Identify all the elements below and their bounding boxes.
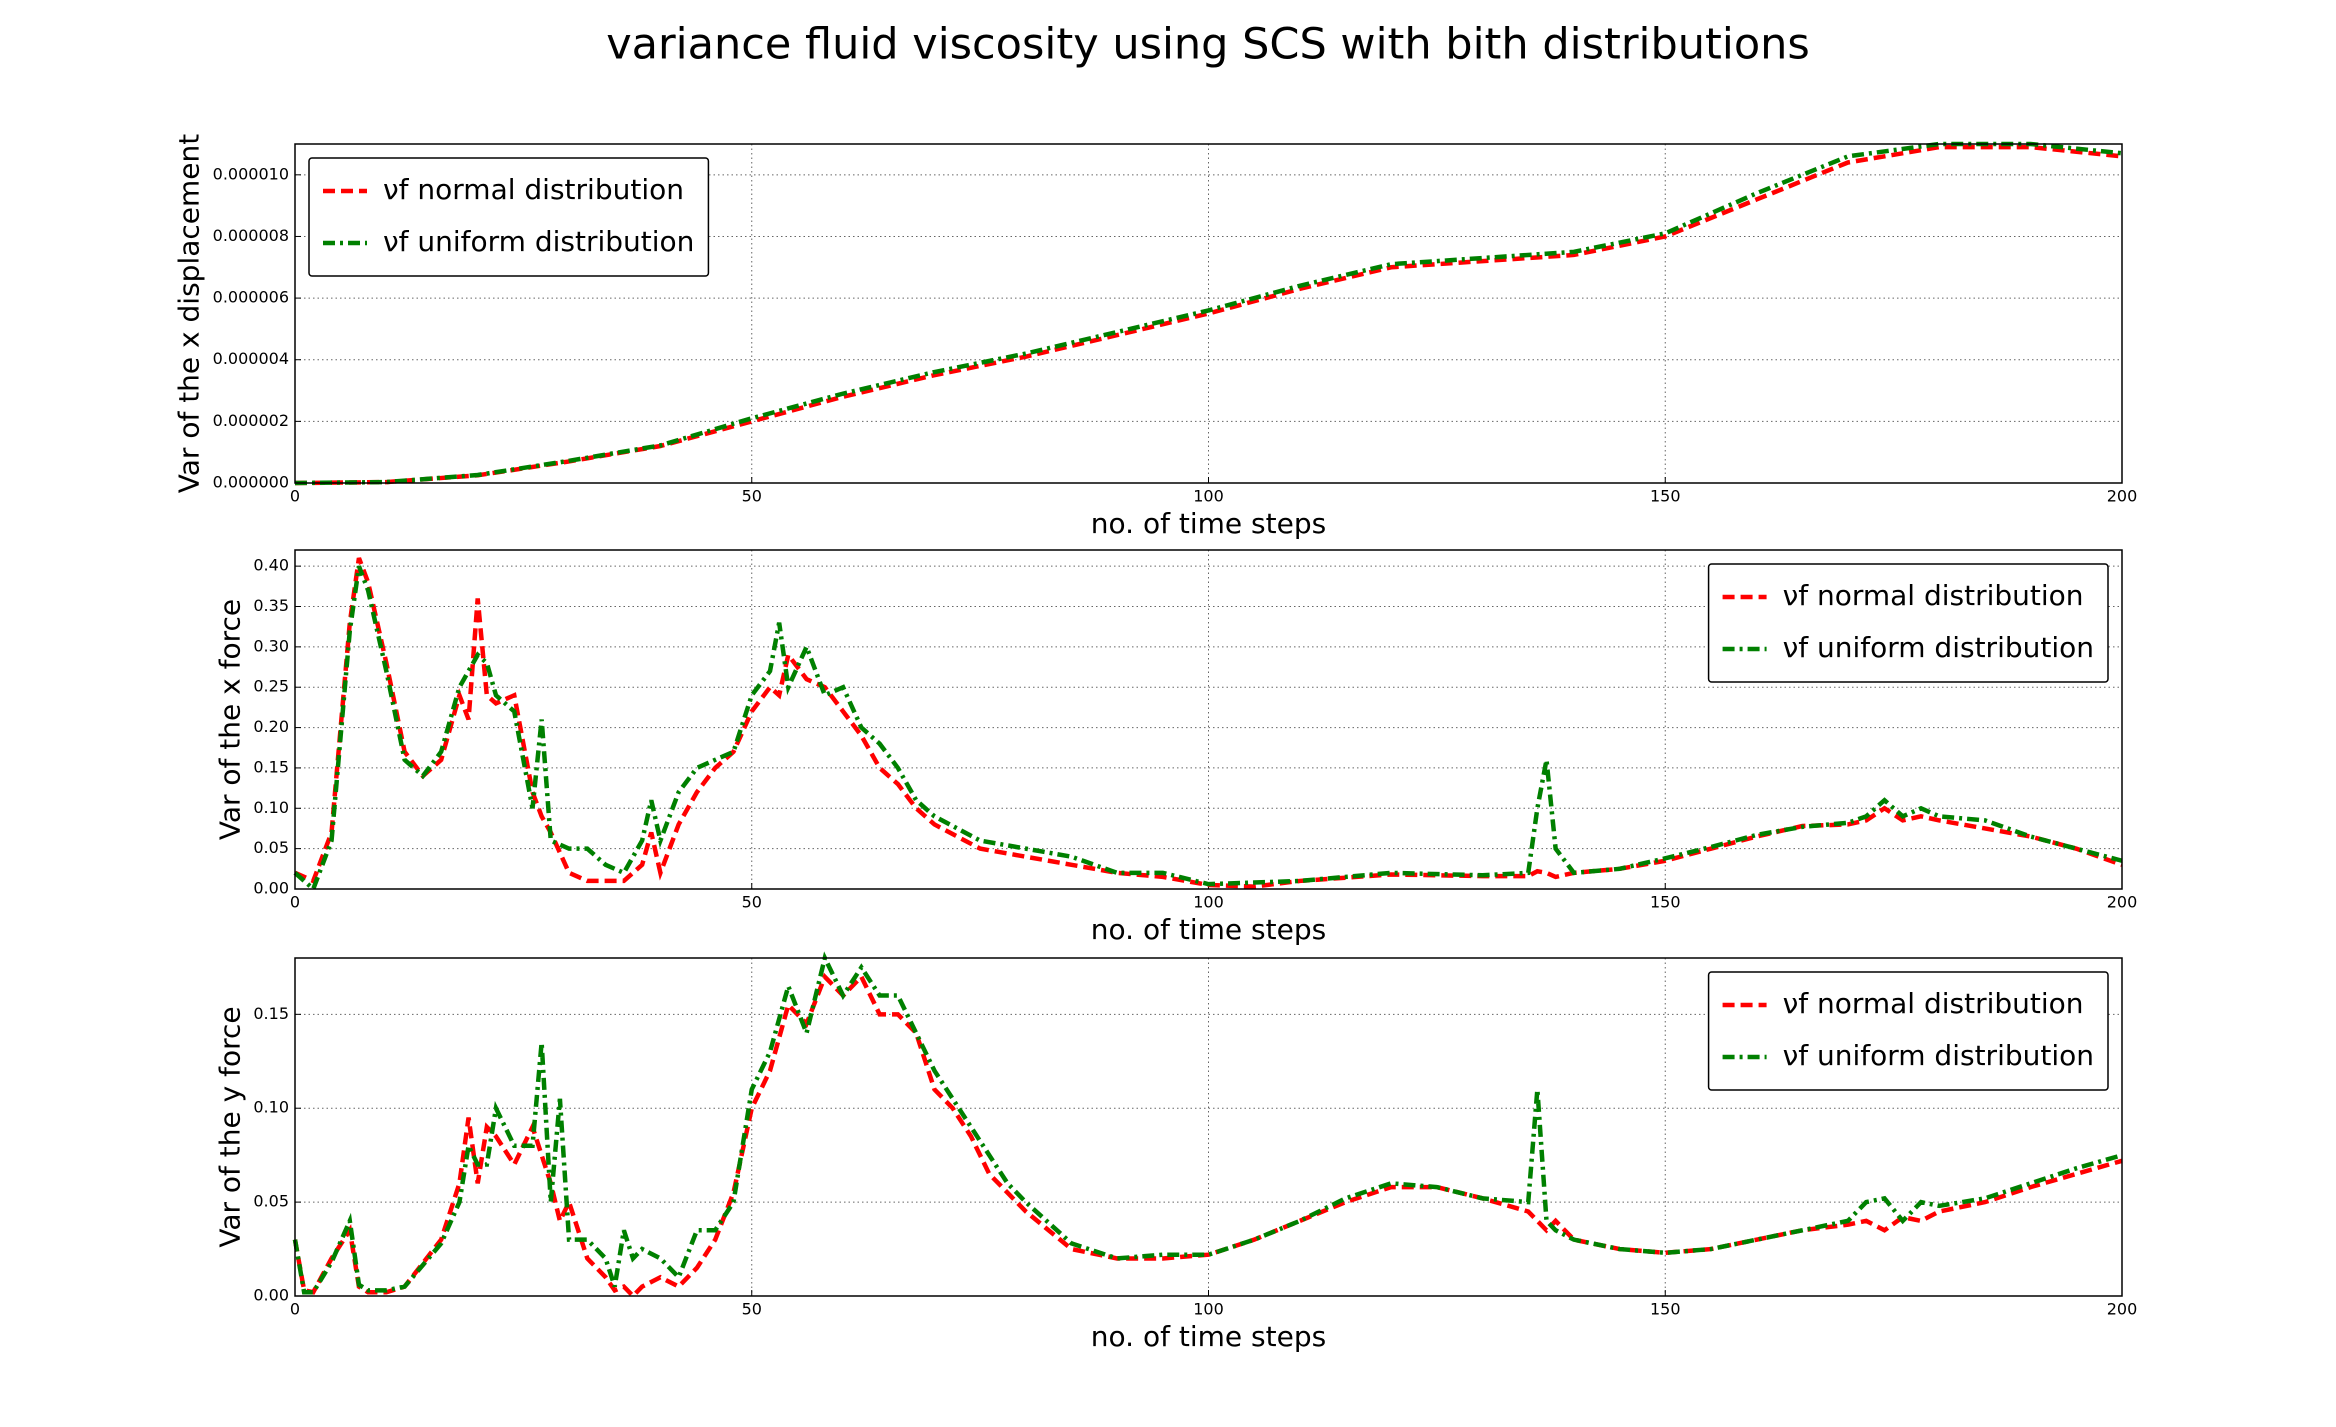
x-tick-label: 150 xyxy=(1650,487,1681,506)
y-tick-label: 0.000000 xyxy=(213,473,289,492)
legend: νf normal distribution νf uniform distrib… xyxy=(1707,971,2109,1091)
y-tick-label: 0.000010 xyxy=(213,164,289,183)
data-line xyxy=(293,565,2123,893)
legend: νf normal distribution νf uniform distrib… xyxy=(308,157,710,277)
y-tick-label: 0.05 xyxy=(253,838,289,857)
x-tick-label: 150 xyxy=(1650,1300,1681,1319)
y-tick-label: 0.00 xyxy=(253,1286,289,1305)
plot-frame xyxy=(294,549,2123,890)
plot-frame xyxy=(294,957,2123,1297)
data-line xyxy=(294,141,2123,486)
y-tick-label: 0.05 xyxy=(253,1192,289,1211)
y-tick-label: 0.15 xyxy=(253,1004,289,1023)
x-axis-label: no. of time steps xyxy=(1091,507,1326,540)
x-tick-label: 200 xyxy=(2107,487,2138,506)
y-tick-label: 0.000008 xyxy=(213,226,289,245)
x-tick-label: 50 xyxy=(742,1300,762,1319)
y-axis-label: Var of the x force xyxy=(213,599,246,840)
subplot: 0.000000 0.000002 0.000004 0.000006 0.000008… xyxy=(173,134,2138,540)
legend-box xyxy=(1707,563,2109,683)
legend-label: νf uniform distribution xyxy=(1783,631,2094,664)
legend-label: νf normal distribution xyxy=(1783,987,2084,1020)
x-axis-label: no. of time steps xyxy=(1091,1320,1326,1353)
legend-label: νf uniform distribution xyxy=(1783,1039,2094,1072)
x-tick-label: 0 xyxy=(290,893,300,912)
y-tick-label: 0.10 xyxy=(253,798,289,817)
y-tick-label: 0.25 xyxy=(253,677,289,696)
x-tick-label: 0 xyxy=(290,487,300,506)
y-axis-label: Var of the x displacement xyxy=(173,134,206,493)
y-tick-label: 0.000002 xyxy=(213,411,289,430)
y-tick-label: 0.35 xyxy=(253,596,289,615)
y-axis-label: Var of the y force xyxy=(213,1006,246,1247)
x-tick-label: 200 xyxy=(2107,1300,2138,1319)
legend-label: νf uniform distribution xyxy=(383,225,694,258)
y-tick-label: 0.20 xyxy=(253,717,289,736)
x-tick-label: 50 xyxy=(742,487,762,506)
subplot: 0.00 0.05 0.10 0.15 0 50 100 150 200 no. of time … xyxy=(213,951,2138,1353)
data-line xyxy=(294,557,2123,889)
legend-label: νf normal distribution xyxy=(1783,579,2084,612)
legend-box xyxy=(308,157,710,277)
y-tick-label: 0.000004 xyxy=(213,349,289,368)
x-tick-label: 50 xyxy=(742,893,762,912)
x-tick-label: 100 xyxy=(1193,487,1224,506)
y-tick-label: 0.000006 xyxy=(213,288,289,307)
legend-box xyxy=(1707,971,2109,1091)
y-tick-label: 0.30 xyxy=(253,636,289,655)
y-tick-label: 0.15 xyxy=(253,757,289,776)
x-axis-label: no. of time steps xyxy=(1091,913,1326,946)
y-tick-label: 0.00 xyxy=(253,879,289,898)
figure-title: variance fluid viscosity using SCS with … xyxy=(606,20,1810,70)
data-line xyxy=(292,951,2123,1295)
plot-frame xyxy=(294,143,2123,484)
y-tick-label: 0.40 xyxy=(253,556,289,575)
x-tick-label: 100 xyxy=(1193,893,1224,912)
x-tick-label: 150 xyxy=(1650,893,1681,912)
legend: νf normal distribution νf uniform distrib… xyxy=(1707,563,2109,683)
legend-label: νf normal distribution xyxy=(383,173,684,206)
y-tick-label: 0.10 xyxy=(253,1098,289,1117)
x-tick-label: 100 xyxy=(1193,1300,1224,1319)
x-tick-label: 200 xyxy=(2107,893,2138,912)
subplot: 0.00 0.05 0.10 0.15 0.20 0.25 0.30 0.35 0.40 0 50 1… xyxy=(213,549,2138,946)
x-tick-label: 0 xyxy=(290,1300,300,1319)
